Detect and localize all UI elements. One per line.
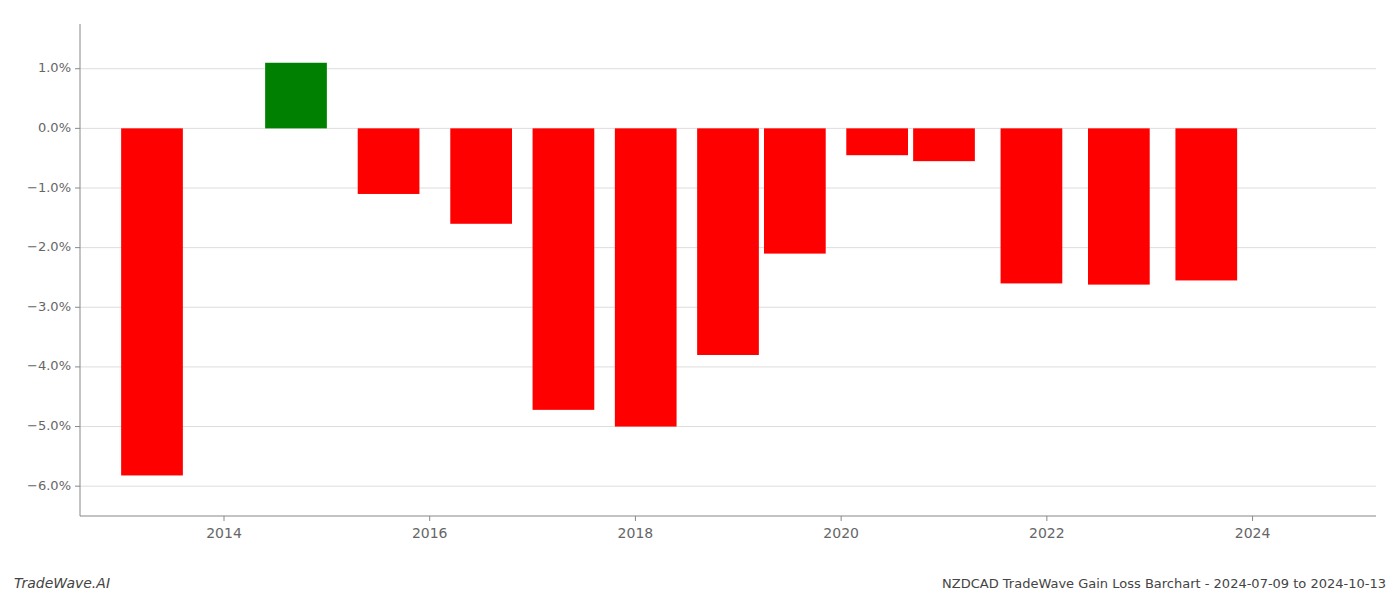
tick-mark: [75, 188, 80, 189]
tick-mark: [75, 486, 80, 487]
bar: [1088, 128, 1150, 284]
tick-mark: [1252, 516, 1253, 521]
tick-mark: [75, 307, 80, 308]
bar: [1175, 128, 1237, 280]
bar: [697, 128, 759, 355]
y-tick-label: −1.0%: [27, 180, 71, 195]
tick-mark: [635, 516, 636, 521]
chart-container: 1.0% 0.0% −1.0% −2.0% −3.0% −4.0% −5.0% −6.0% 20…: [0, 0, 1400, 600]
y-tick-label: 0.0%: [38, 120, 71, 135]
y-tick-label: −5.0%: [27, 418, 71, 433]
y-tick-label: −3.0%: [27, 299, 71, 314]
tick-mark: [1046, 516, 1047, 521]
tick-mark: [75, 426, 80, 427]
background: [0, 0, 1400, 600]
bar: [615, 128, 677, 426]
footer-text: NZDCAD TradeWave Gain Loss Barchart - 20…: [942, 576, 1386, 591]
x-tick-label: 2014: [206, 525, 242, 541]
chart: 1.0% 0.0% −1.0% −2.0% −3.0% −4.0% −5.0% −6.0% 20…: [0, 0, 1400, 600]
bar: [450, 128, 512, 223]
bar: [358, 128, 420, 194]
footer-text: TradeWave.AI: [14, 575, 110, 591]
tick-mark: [75, 68, 80, 69]
x-tick-label: 2020: [823, 525, 859, 541]
tick-mark: [75, 128, 80, 129]
tick-mark: [429, 516, 430, 521]
x-tick-label: 2024: [1235, 525, 1271, 541]
bar: [533, 128, 595, 409]
x-axis-line: [80, 515, 1376, 516]
x-tick-label: 2016: [412, 525, 448, 541]
tick-mark: [75, 366, 80, 367]
grid-line: [80, 426, 1376, 427]
grid-line: [80, 366, 1376, 367]
annotations: TradeWave.AI NZDCAD TradeWave Gain Loss B…: [14, 575, 1386, 591]
tick-mark: [224, 516, 225, 521]
y-tick-label: 1.0%: [38, 60, 71, 75]
y-tick-label: −6.0%: [27, 478, 71, 493]
bar: [121, 128, 183, 475]
bar: [913, 128, 975, 161]
bar: [764, 128, 826, 253]
y-axis-line: [80, 24, 81, 516]
x-tick-label: 2018: [618, 525, 654, 541]
bar: [1001, 128, 1063, 283]
tick-mark: [841, 516, 842, 521]
bars: [121, 63, 1237, 476]
y-tick-label: −4.0%: [27, 358, 71, 373]
y-tick-label: −2.0%: [27, 239, 71, 254]
grid-line: [80, 486, 1376, 487]
bar: [846, 128, 908, 155]
bar: [265, 63, 327, 129]
y-axis: 1.0% 0.0% −1.0% −2.0% −3.0% −4.0% −5.0% −6.0%: [27, 60, 1376, 492]
x-tick-label: 2022: [1029, 525, 1065, 541]
tick-mark: [75, 247, 80, 248]
x-axis: 2014 2016 2018 2020 2022 2024: [206, 516, 1270, 541]
